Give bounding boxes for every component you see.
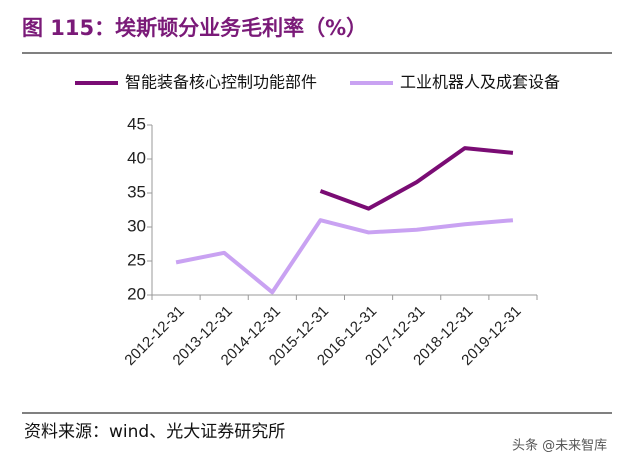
y-tick-label: 35	[127, 182, 146, 201]
y-tick-label: 20	[127, 284, 146, 303]
legend-label: 智能装备核心控制功能部件	[125, 73, 317, 92]
y-tick-label: 45	[127, 114, 146, 133]
series-line	[175, 218, 514, 295]
chart-title: 图 115：埃斯顿分业务毛利率（%）	[22, 16, 367, 40]
y-tick-label: 25	[127, 250, 146, 269]
legend-label: 工业机器人及成套设备	[400, 73, 560, 92]
source: 资料来源：wind、光大证券研究所	[24, 422, 285, 442]
y-tick-label: 40	[127, 148, 146, 167]
watermark: 头条 @未来智库	[512, 438, 607, 454]
y-tick-label: 30	[127, 216, 146, 235]
series-line	[319, 146, 514, 211]
